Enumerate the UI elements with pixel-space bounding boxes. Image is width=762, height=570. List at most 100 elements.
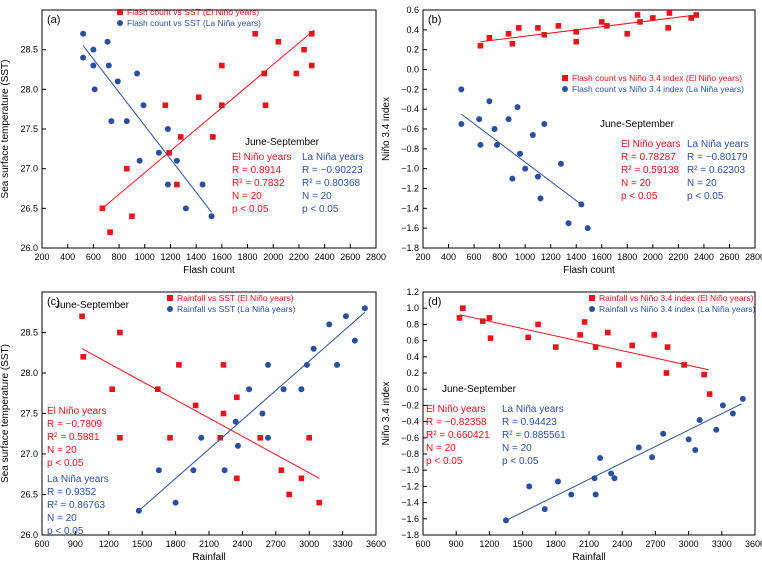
fit-line-el-nino	[480, 14, 697, 43]
panel-label: (b)	[428, 14, 441, 26]
data-point-la-nina	[198, 434, 205, 441]
stats-line: R² = 0.86763	[47, 500, 106, 511]
data-point-el-nino	[80, 354, 86, 360]
data-point-el-nino	[195, 94, 202, 101]
data-point-la-nina	[164, 181, 171, 188]
data-point-el-nino	[555, 23, 562, 29]
y-tick-label: 28.0	[20, 368, 38, 378]
data-point-la-nina	[541, 506, 548, 513]
data-point-la-nina	[729, 410, 736, 417]
stats-heading: La Niña years	[302, 152, 364, 163]
data-point-la-nina	[104, 38, 111, 45]
data-point-el-nino	[509, 40, 516, 47]
data-point-el-nino	[553, 344, 559, 350]
data-point-el-nino	[252, 31, 259, 37]
data-point-el-nino	[486, 34, 493, 41]
y-tick-label: −0.6	[401, 124, 419, 134]
y-tick-label: 0.6	[406, 5, 419, 15]
season-label: June-September	[600, 119, 675, 130]
panel-b: 200 400 600 800 1000 1200 1400 1600 1800 2000 2200…	[381, 5, 762, 276]
data-point-el-nino	[219, 102, 225, 108]
x-tick-label: 1400	[566, 252, 586, 262]
data-point-el-nino	[167, 435, 173, 441]
data-point-el-nino	[505, 31, 512, 37]
x-tick-label: 1400	[186, 252, 206, 262]
y-tick-label: −1.6	[401, 514, 419, 524]
y-tick-label: 26.0	[20, 530, 38, 540]
stats-line: p < 0.05	[687, 191, 724, 202]
x-tick-label: 200	[415, 252, 430, 262]
stats-line: p < 0.05	[232, 204, 269, 215]
x-tick-label: 2400	[232, 539, 252, 549]
data-point-la-nina	[592, 491, 599, 498]
data-point-el-nino	[460, 305, 466, 311]
x-tick-label: 2600	[719, 252, 739, 262]
stats-line: R² = 0.660421	[426, 430, 490, 441]
legend-marker-la-nina	[117, 20, 123, 26]
stats-heading: El Niño years	[232, 152, 291, 163]
data-point-la-nina	[529, 131, 536, 138]
data-point-el-nino	[616, 362, 622, 368]
y-tick-label: −0.2	[401, 84, 419, 94]
season-label: June-September	[55, 300, 130, 311]
stats-heading: El Niño years	[621, 139, 680, 150]
data-point-el-nino	[306, 435, 312, 441]
x-tick-label: 600	[34, 539, 49, 549]
x-tick-label: 1500	[132, 539, 152, 549]
stats-line: R² = 0.7832	[232, 178, 285, 189]
y-tick-label: −1.6	[401, 223, 419, 233]
data-point-la-nina	[649, 454, 656, 461]
data-point-la-nina	[522, 165, 529, 172]
stats-la-nina: La Niña years R = −0.80179 R² = 0.62303 N =…	[687, 139, 749, 202]
y-tick-label: 0.4	[406, 352, 419, 362]
data-point-la-nina	[234, 442, 241, 449]
data-point-la-nina	[476, 116, 483, 123]
data-point-el-nino	[637, 19, 643, 25]
x-tick-label: 600	[86, 252, 101, 262]
data-point-la-nina	[190, 467, 197, 474]
y-tick-label: 0.0	[406, 384, 419, 394]
y-tick-label: 27.5	[20, 124, 38, 134]
data-point-la-nina	[584, 225, 591, 232]
y-tick-label: 28.5	[20, 45, 38, 55]
stats-line: R = −0.90223	[302, 165, 363, 176]
fit-line-el-nino	[459, 314, 709, 371]
data-point-el-nino	[301, 46, 307, 53]
data-point-la-nina	[259, 410, 266, 417]
data-point-el-nino	[79, 313, 85, 320]
stats-line: R² = 0.59138	[621, 165, 680, 176]
stats-line: R = 0.9352	[47, 487, 97, 498]
data-point-el-nino	[706, 391, 713, 397]
data-point-el-nino	[634, 12, 641, 18]
data-point-el-nino	[456, 315, 463, 321]
data-point-la-nina	[155, 467, 162, 474]
data-point-el-nino	[129, 213, 135, 220]
x-tick-label: 1800	[238, 252, 258, 262]
stats-line: N = 20	[47, 445, 77, 456]
stats-heading: La Niña years	[47, 474, 109, 485]
data-point-el-nino	[664, 344, 671, 350]
legend-marker-el-nino	[117, 9, 123, 15]
x-tick-label: 1800	[546, 539, 566, 549]
data-point-el-nino	[174, 181, 180, 188]
stats-line: p < 0.05	[47, 526, 84, 537]
data-point-la-nina	[719, 402, 726, 409]
x-tick-label: 3600	[366, 539, 386, 549]
data-point-la-nina	[537, 195, 544, 202]
y-tick-label: 27.0	[20, 449, 38, 459]
data-point-el-nino	[210, 134, 216, 140]
legend-marker-la-nina	[589, 306, 595, 312]
data-point-la-nina	[635, 444, 642, 451]
data-point-el-nino	[298, 475, 305, 482]
data-point-el-nino	[487, 335, 494, 341]
legend-entry: Rainfall vs Niño 3.4 index (La Niña year…	[599, 304, 756, 314]
data-point-el-nino	[262, 102, 269, 108]
x-tick-label: 2800	[366, 252, 386, 262]
x-tick-label: 1600	[212, 252, 232, 262]
data-point-la-nina	[534, 173, 541, 180]
x-tick-label: 800	[492, 252, 507, 262]
data-point-la-nina	[155, 149, 162, 156]
stats-heading: El Niño years	[426, 404, 485, 415]
stats-line: N = 20	[302, 191, 332, 202]
fit-line-la-nina	[505, 403, 742, 521]
